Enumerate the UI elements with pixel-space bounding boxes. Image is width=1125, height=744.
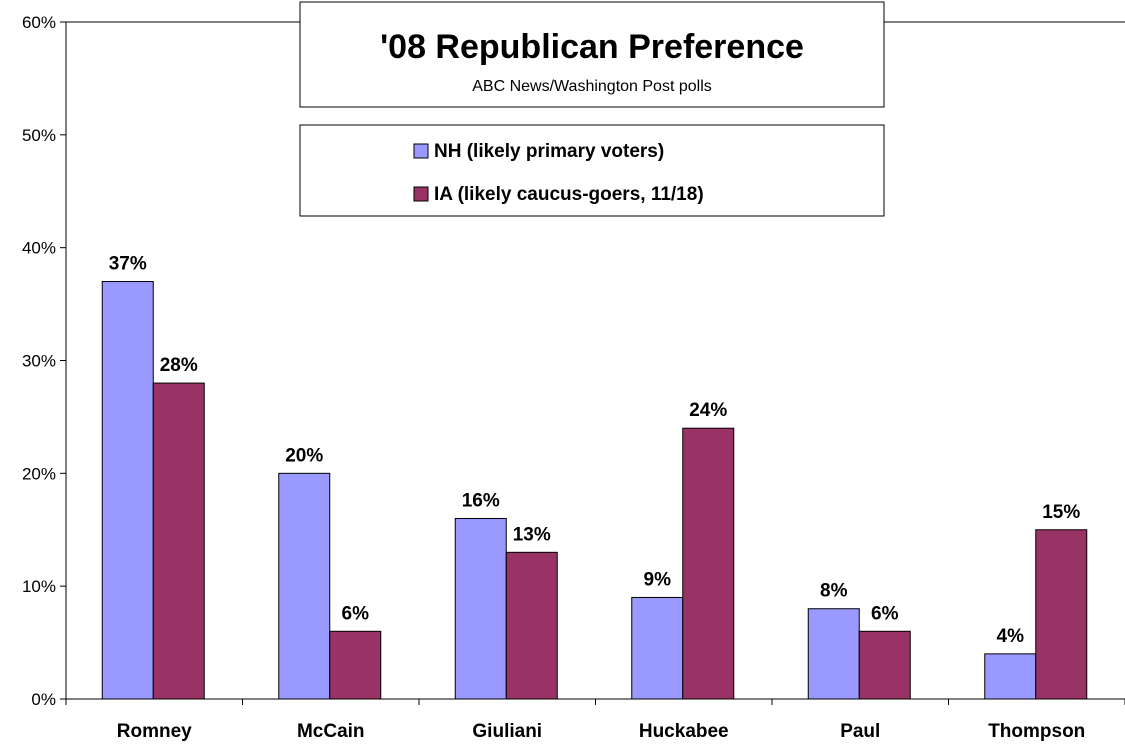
data-label: 24% — [689, 400, 727, 421]
data-label: 37% — [109, 254, 147, 275]
data-label: 28% — [160, 355, 198, 376]
data-labels: 37% 28% 20% 6% 16% 13% 9% 24% 8% 6% 4% 15% — [109, 254, 1081, 647]
bar — [506, 552, 557, 699]
bar — [153, 383, 204, 699]
legend-swatch-ia — [414, 187, 428, 201]
y-tick-label: 10% — [22, 577, 56, 596]
bar — [1036, 530, 1087, 699]
category-label: Paul — [840, 721, 880, 742]
category-label: Huckabee — [639, 721, 729, 742]
bar — [279, 473, 330, 699]
chart-subtitle: ABC News/Washington Post polls — [472, 78, 712, 95]
bar — [808, 609, 859, 699]
bar — [102, 282, 153, 699]
y-tick-label: 50% — [22, 126, 56, 145]
data-label: 9% — [644, 569, 672, 590]
category-label: Thompson — [988, 721, 1085, 742]
legend: NH (likely primary voters) IA (likely ca… — [300, 125, 884, 216]
data-label: 15% — [1042, 502, 1080, 523]
data-label: 8% — [820, 581, 848, 602]
data-label: 13% — [513, 524, 551, 545]
category-label: McCain — [297, 721, 365, 742]
bar — [985, 654, 1036, 699]
data-label: 6% — [871, 603, 899, 624]
category-label: Romney — [117, 721, 192, 742]
bars — [102, 282, 1087, 699]
bar — [455, 518, 506, 699]
data-label: 4% — [997, 626, 1025, 647]
data-label: 6% — [342, 603, 370, 624]
y-tick-label: 60% — [22, 13, 56, 32]
legend-label-ia: IA (likely caucus-goers, 11/18) — [434, 184, 704, 205]
y-tick-label: 0% — [31, 690, 56, 709]
y-tick-label: 20% — [22, 464, 56, 483]
category-label: Giuliani — [472, 721, 542, 742]
bar — [859, 631, 910, 699]
bar — [330, 631, 381, 699]
bar — [683, 428, 734, 699]
y-tick-label: 40% — [22, 239, 56, 258]
data-label: 16% — [462, 490, 500, 511]
y-tick-label: 30% — [22, 352, 56, 371]
title-box: '08 Republican Preference ABC News/Washi… — [300, 2, 884, 107]
chart-title: '08 Republican Preference — [380, 28, 804, 66]
legend-swatch-nh — [414, 144, 428, 158]
bar — [632, 597, 683, 699]
data-label: 20% — [285, 445, 323, 466]
legend-label-nh: NH (likely primary voters) — [434, 141, 664, 162]
